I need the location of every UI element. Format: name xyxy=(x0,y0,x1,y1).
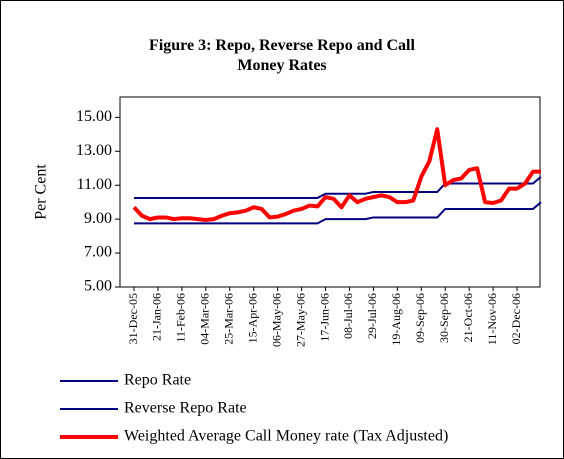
x-tick-label: 27-May-06 xyxy=(293,293,307,347)
x-tick-label: 08-Jul-06 xyxy=(341,293,355,339)
x-tick-label: 19-Aug-06 xyxy=(389,293,403,346)
x-tick-label: 21-Jan-06 xyxy=(150,293,164,341)
x-tick-label: 25-Mar-06 xyxy=(222,293,236,345)
y-tick-label: 11.00 xyxy=(77,176,112,193)
legend-label: Reverse Repo Rate xyxy=(124,400,247,417)
y-tick-label: 7.00 xyxy=(84,244,112,261)
x-tick-label: 17-Jun-06 xyxy=(317,293,331,342)
legend-label: Repo Rate xyxy=(124,372,191,389)
legend-label: Weighted Average Call Money rate (Tax Ad… xyxy=(124,428,448,445)
y-tick-label: 15.00 xyxy=(76,108,112,125)
x-tick-label: 31-Dec-05 xyxy=(126,293,140,344)
y-tick-label: 9.00 xyxy=(84,210,112,227)
x-tick-label: 15-Apr-06 xyxy=(245,293,259,343)
x-tick-label: 02-Dec-06 xyxy=(509,293,523,344)
x-tick-label: 04-Mar-06 xyxy=(198,293,212,345)
x-tick-label: 06-May-06 xyxy=(269,293,283,347)
x-tick-label: 11-Feb-06 xyxy=(174,293,188,343)
chart-title: Figure 3: Repo, Reverse Repo and Call Mo… xyxy=(149,37,415,74)
y-tick-label: 13.00 xyxy=(76,142,112,159)
plot-area xyxy=(119,96,541,288)
x-tick-label: 11-Nov-06 xyxy=(485,293,499,345)
x-tick-label: 09-Sep-06 xyxy=(413,293,427,343)
y-tick-label: 5.00 xyxy=(84,278,112,295)
series-line xyxy=(132,127,541,222)
series-line xyxy=(134,175,542,199)
x-tick-label: 30-Sep-06 xyxy=(437,293,451,343)
series-line xyxy=(134,201,542,225)
x-tick-label: 29-Jul-06 xyxy=(365,293,379,339)
x-tick-label: 21-Oct-06 xyxy=(461,293,475,342)
y-axis-label: Per Cent xyxy=(33,164,50,220)
